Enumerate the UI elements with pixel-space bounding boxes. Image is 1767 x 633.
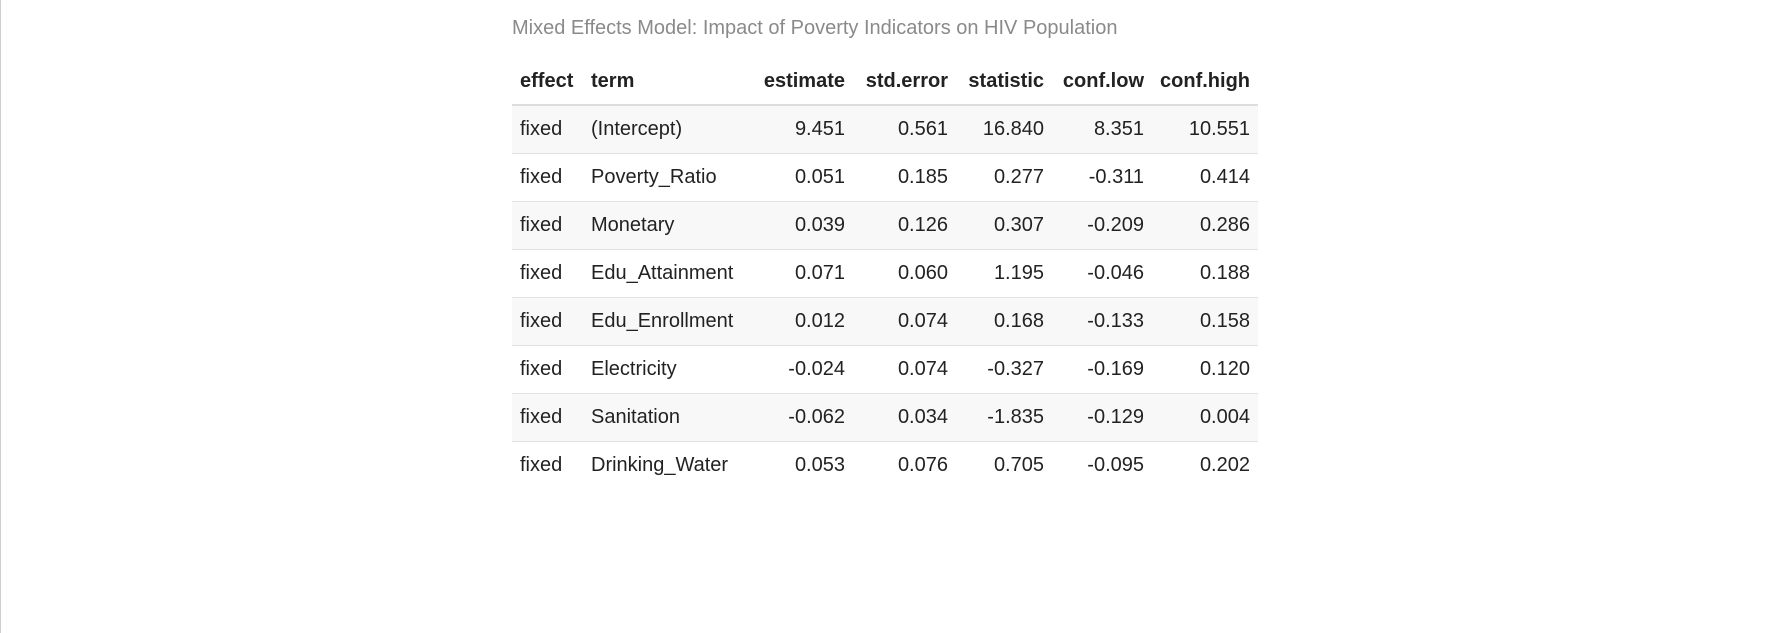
table-row: fixed Edu_Enrollment 0.012 0.074 0.168 -0.133… bbox=[512, 297, 1258, 346]
cell-effect: fixed bbox=[512, 297, 583, 346]
cell-estimate: 0.051 bbox=[752, 153, 853, 202]
page-left-border bbox=[0, 0, 1, 633]
cell-conf-low: -0.133 bbox=[1052, 297, 1152, 346]
cell-estimate: 0.039 bbox=[752, 201, 853, 250]
cell-effect: fixed bbox=[512, 104, 583, 154]
header-conf-low: conf.low bbox=[1052, 58, 1152, 106]
cell-conf-low: -0.095 bbox=[1052, 441, 1152, 489]
table-row: fixed Edu_Attainment 0.071 0.060 1.195 -0.046… bbox=[512, 249, 1258, 298]
cell-conf-low: -0.129 bbox=[1052, 393, 1152, 442]
table-body: fixed (Intercept) 9.451 0.561 16.840 8.351 10.… bbox=[512, 104, 1258, 489]
header-effect: effect bbox=[512, 58, 583, 106]
cell-term: Poverty_Ratio bbox=[583, 153, 752, 202]
cell-conf-high: 0.188 bbox=[1152, 249, 1258, 298]
cell-statistic: 1.195 bbox=[956, 249, 1052, 298]
cell-term: Edu_Attainment bbox=[583, 249, 752, 298]
cell-term: Monetary bbox=[583, 201, 752, 250]
table-row: fixed Poverty_Ratio 0.051 0.185 0.277 -0.311 0… bbox=[512, 153, 1258, 202]
cell-statistic: -0.327 bbox=[956, 345, 1052, 394]
cell-statistic: -1.835 bbox=[956, 393, 1052, 442]
cell-estimate: 0.012 bbox=[752, 297, 853, 346]
cell-estimate: -0.062 bbox=[752, 393, 853, 442]
cell-std-error: 0.060 bbox=[853, 249, 956, 298]
cell-std-error: 0.034 bbox=[853, 393, 956, 442]
cell-conf-high: 0.286 bbox=[1152, 201, 1258, 250]
table-header: effect term estimate std.error statistic… bbox=[512, 58, 1258, 106]
cell-effect: fixed bbox=[512, 441, 583, 489]
cell-conf-high: 10.551 bbox=[1152, 104, 1258, 154]
cell-term: Sanitation bbox=[583, 393, 752, 442]
cell-std-error: 0.185 bbox=[853, 153, 956, 202]
header-conf-high: conf.high bbox=[1152, 58, 1258, 106]
cell-effect: fixed bbox=[512, 345, 583, 394]
cell-statistic: 0.168 bbox=[956, 297, 1052, 346]
table-row: fixed Monetary 0.039 0.126 0.307 -0.209 0.286 bbox=[512, 201, 1258, 250]
table-row: fixed (Intercept) 9.451 0.561 16.840 8.351 10.… bbox=[512, 104, 1258, 154]
cell-conf-high: 0.004 bbox=[1152, 393, 1258, 442]
cell-conf-high: 0.414 bbox=[1152, 153, 1258, 202]
cell-std-error: 0.126 bbox=[853, 201, 956, 250]
cell-statistic: 16.840 bbox=[956, 104, 1052, 154]
cell-conf-high: 0.202 bbox=[1152, 441, 1258, 489]
cell-conf-low: -0.169 bbox=[1052, 345, 1152, 394]
cell-effect: fixed bbox=[512, 201, 583, 250]
cell-conf-low: 8.351 bbox=[1052, 104, 1152, 154]
cell-conf-high: 0.120 bbox=[1152, 345, 1258, 394]
header-std-error: std.error bbox=[853, 58, 956, 106]
cell-conf-low: -0.046 bbox=[1052, 249, 1152, 298]
table-row: fixed Drinking_Water 0.053 0.076 0.705 -0.095… bbox=[512, 441, 1258, 489]
cell-estimate: 9.451 bbox=[752, 104, 853, 154]
cell-conf-low: -0.209 bbox=[1052, 201, 1152, 250]
header-term: term bbox=[583, 58, 752, 106]
cell-estimate: 0.071 bbox=[752, 249, 853, 298]
cell-estimate: -0.024 bbox=[752, 345, 853, 394]
cell-conf-high: 0.158 bbox=[1152, 297, 1258, 346]
cell-statistic: 0.277 bbox=[956, 153, 1052, 202]
cell-statistic: 0.307 bbox=[956, 201, 1052, 250]
header-row: effect term estimate std.error statistic… bbox=[512, 58, 1258, 106]
cell-effect: fixed bbox=[512, 393, 583, 442]
cell-conf-low: -0.311 bbox=[1052, 153, 1152, 202]
cell-std-error: 0.076 bbox=[853, 441, 956, 489]
table-row: fixed Electricity -0.024 0.074 -0.327 -0.169 0… bbox=[512, 345, 1258, 394]
cell-term: Drinking_Water bbox=[583, 441, 752, 489]
cell-statistic: 0.705 bbox=[956, 441, 1052, 489]
header-estimate: estimate bbox=[752, 58, 853, 106]
cell-std-error: 0.074 bbox=[853, 297, 956, 346]
model-results-table: effect term estimate std.error statistic… bbox=[512, 58, 1258, 489]
cell-std-error: 0.561 bbox=[853, 104, 956, 154]
cell-std-error: 0.074 bbox=[853, 345, 956, 394]
results-table-container: Mixed Effects Model: Impact of Poverty I… bbox=[512, 14, 1262, 489]
header-statistic: statistic bbox=[956, 58, 1052, 106]
cell-term: (Intercept) bbox=[583, 104, 752, 154]
table-row: fixed Sanitation -0.062 0.034 -1.835 -0.129 0.… bbox=[512, 393, 1258, 442]
cell-estimate: 0.053 bbox=[752, 441, 853, 489]
cell-term: Edu_Enrollment bbox=[583, 297, 752, 346]
cell-effect: fixed bbox=[512, 249, 583, 298]
cell-effect: fixed bbox=[512, 153, 583, 202]
cell-term: Electricity bbox=[583, 345, 752, 394]
table-caption: Mixed Effects Model: Impact of Poverty I… bbox=[512, 17, 1118, 39]
